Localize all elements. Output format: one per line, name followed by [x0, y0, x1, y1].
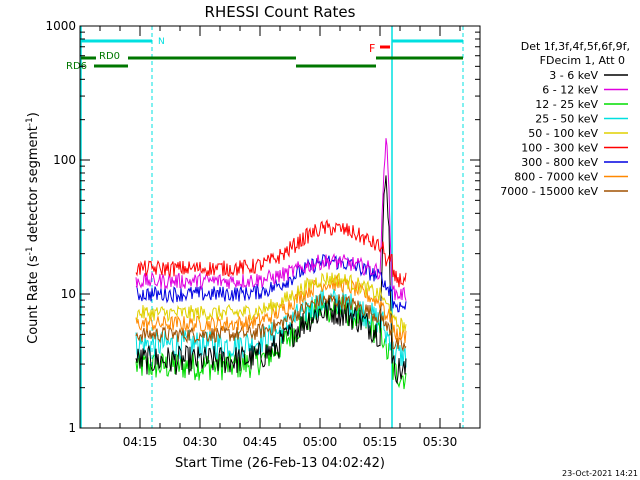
series-line-7000-15000-kev	[135, 293, 407, 352]
legend-label: 300 - 800 keV	[521, 156, 598, 169]
legend: Det 1f,3f,4f,5f,6f,9f, FDecim 1, Att 0 3…	[500, 40, 630, 198]
series-line-3-6-kev	[135, 175, 407, 385]
flag-label-rd6: RD6	[66, 61, 87, 72]
x-axis: 04:15 04:30 04:45 05:00 05:15 05:30	[99, 26, 461, 449]
x-tick-label: 04:30	[183, 435, 218, 449]
series-line-100-300-kev	[135, 219, 407, 288]
y-tick-label: 1	[68, 421, 76, 435]
y-tick-label: 100	[53, 153, 76, 167]
legend-label: 50 - 100 keV	[528, 127, 598, 140]
legend-label: 800 - 7000 keV	[514, 171, 598, 184]
legend-label: 25 - 50 keV	[535, 113, 598, 126]
x-tick-label: 04:45	[243, 435, 278, 449]
legend-header-line-2: FDecim 1, Att 0	[540, 54, 625, 67]
x-axis-label: Start Time (26-Feb-13 04:02:42)	[175, 456, 385, 471]
series-line-50-100-kev	[135, 272, 407, 333]
flag-label-rd0: RD0	[99, 51, 120, 62]
x-tick-label: 05:15	[363, 435, 398, 449]
legend-label: 7000 - 15000 keV	[500, 185, 598, 198]
x-tick-label: 04:15	[123, 435, 158, 449]
legend-header-line-1: Det 1f,3f,4f,5f,6f,9f,	[521, 40, 630, 53]
legend-label: 12 - 25 keV	[535, 98, 598, 111]
y-axis: 1 10 100 1000	[45, 19, 480, 435]
legend-label: 6 - 12 keV	[542, 84, 598, 97]
chart-title: RHESSI Count Rates	[205, 3, 356, 21]
flag-label-f: F	[369, 42, 375, 55]
y-axis-label: Count Rate (s-1 detector segment-1)	[25, 112, 41, 344]
x-tick-label: 05:30	[423, 435, 458, 449]
timestamp: 23-Oct-2021 14:21	[562, 469, 638, 478]
legend-label: 3 - 6 keV	[549, 69, 598, 82]
flag-label-n: N	[158, 37, 165, 47]
plot-area: N F RD0 RD6	[66, 26, 464, 428]
x-tick-label: 05:00	[303, 435, 338, 449]
legend-label: 100 - 300 keV	[521, 142, 598, 155]
y-tick-label: 1000	[45, 19, 76, 33]
y-tick-label: 10	[61, 287, 76, 301]
series-line-6-12-kev	[135, 138, 407, 301]
